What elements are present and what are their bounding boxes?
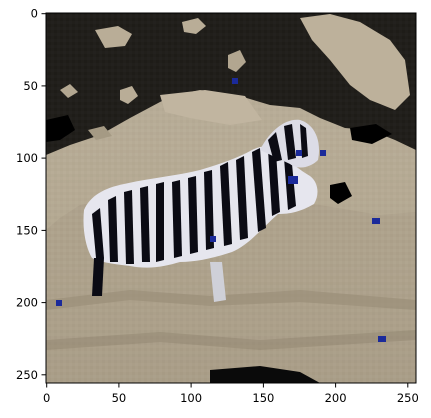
y-tick-label: 100: [16, 151, 38, 165]
x-axis: 0 50 100 150 200 250: [43, 383, 419, 405]
y-axis: 0 50 100 150 200 250: [16, 7, 46, 382]
y-tick-label: 50: [23, 79, 38, 93]
x-tick-label: 0: [43, 391, 50, 405]
x-tick-label: 50: [112, 391, 127, 405]
x-tick-label: 150: [252, 391, 274, 405]
axes-frame: [45, 12, 417, 384]
zebra: [56, 78, 386, 342]
x-tick-label: 250: [397, 391, 419, 405]
y-tick-label: 200: [16, 296, 38, 310]
x-tick-label: 100: [180, 391, 202, 405]
photo-image: [46, 13, 416, 383]
y-tick-label: 250: [16, 368, 38, 382]
y-tick-label: 150: [16, 223, 38, 237]
x-tick-label: 200: [325, 391, 347, 405]
y-tick-label: 0: [31, 7, 38, 21]
